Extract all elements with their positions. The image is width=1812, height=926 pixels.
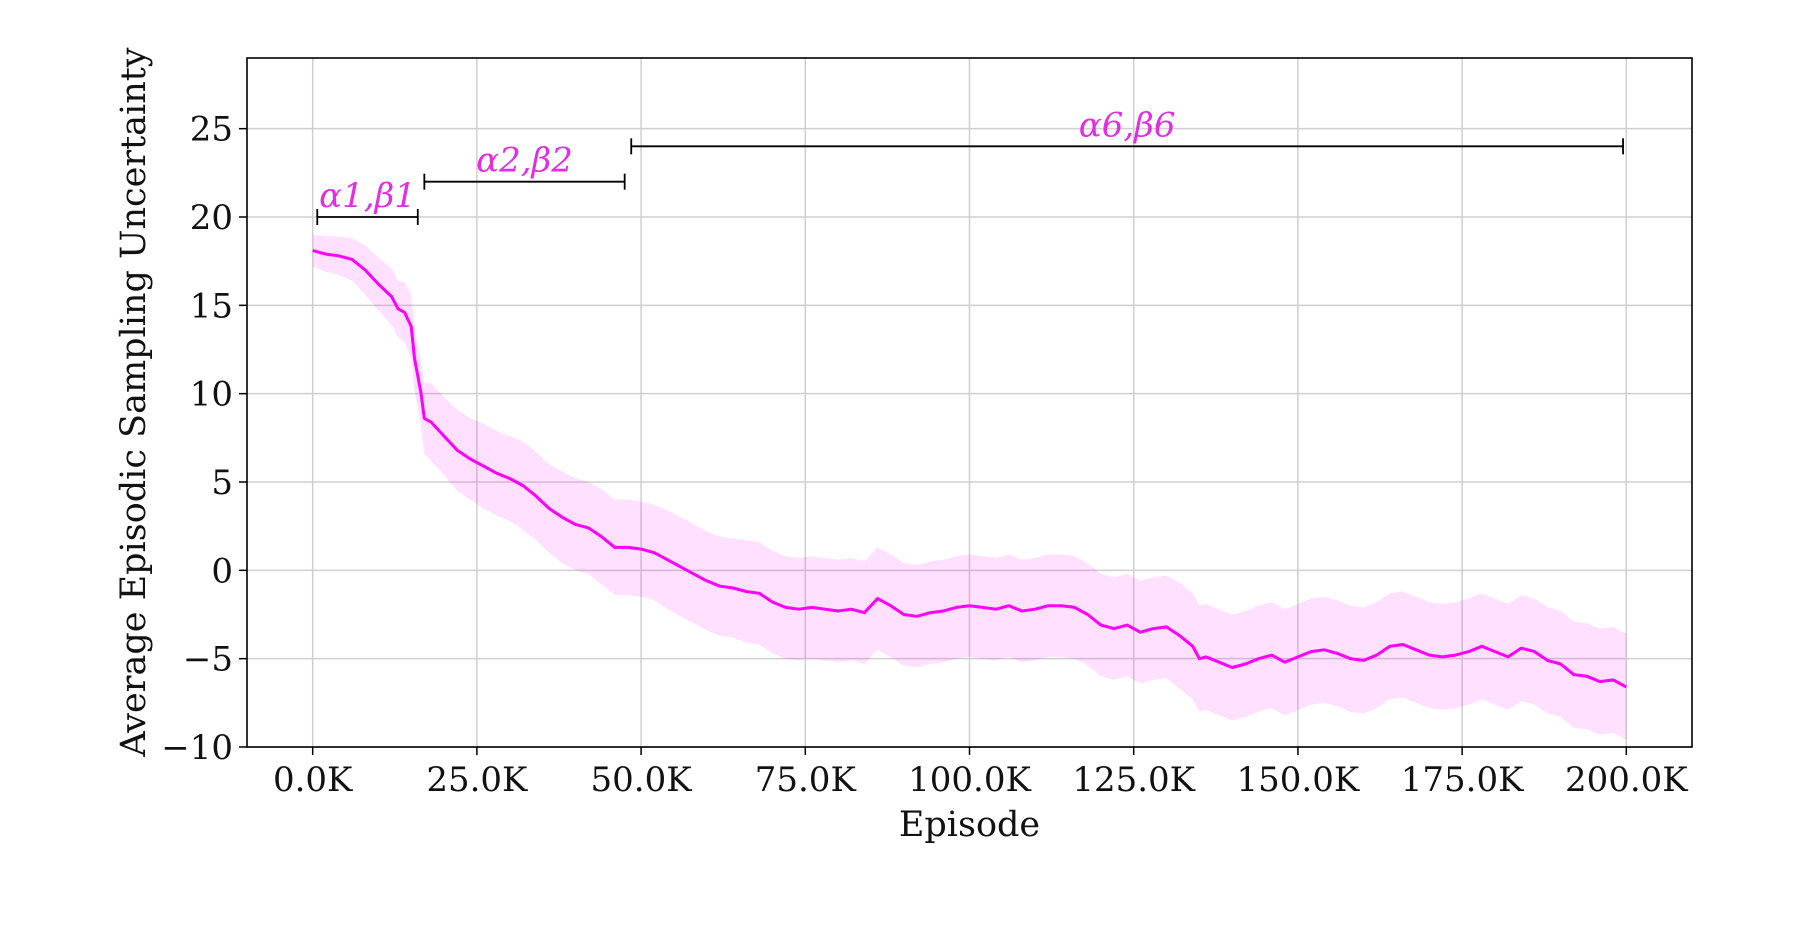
annotation-label: α2,β2 (476, 141, 573, 181)
annotations: α1,β1 α2,β2 α6,β6 (316, 105, 1624, 225)
y-tick-label: −10 (161, 728, 233, 768)
y-tick-label: −5 (183, 640, 233, 680)
y-axis-label: Average Episodic Sampling Uncertainty (114, 47, 154, 757)
x-axis-label: Episode (899, 805, 1040, 845)
uncertainty-band-area (312, 234, 1627, 740)
y-tick-label: 15 (190, 286, 233, 326)
x-tick-label: 75.0K (755, 760, 857, 800)
x-tick-label: 0.0K (273, 760, 353, 800)
annotation-label: α6,β6 (1079, 105, 1176, 145)
y-tick-label: 0 (211, 551, 233, 591)
x-tick-label: 175.0K (1401, 760, 1524, 800)
mean-line-path (312, 249, 1628, 689)
annotation-label: α1,β1 (319, 176, 416, 216)
y-tick-label: 10 (190, 375, 233, 415)
x-tick-label: 50.0K (591, 760, 693, 800)
y-tick-label: 5 (211, 463, 233, 503)
x-tick-label: 200.0K (1565, 760, 1688, 800)
x-tick-label: 125.0K (1072, 760, 1195, 800)
x-tick-label: 25.0K (426, 760, 528, 800)
mean-line (312, 249, 1628, 689)
y-tick-label: 25 (190, 110, 233, 150)
x-tick-label: 100.0K (908, 760, 1031, 800)
ticks: 0.0K 25.0K 50.0K 75.0K 100.0K 125.0K 150.0K 175… (161, 110, 1688, 800)
y-tick-label: 20 (190, 198, 233, 238)
x-tick-label: 150.0K (1237, 760, 1360, 800)
uncertainty-band (312, 234, 1627, 740)
